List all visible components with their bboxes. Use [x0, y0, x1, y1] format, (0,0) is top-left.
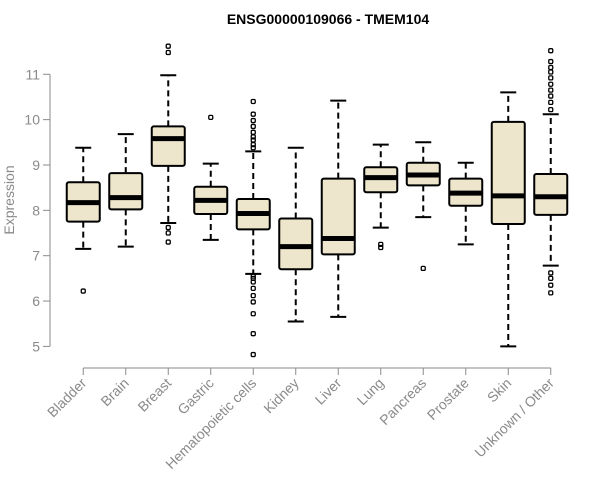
outlier-point	[250, 273, 256, 279]
box-group	[363, 143, 399, 251]
outlier-point	[250, 111, 256, 117]
outlier-point	[165, 49, 171, 56]
outlier-point	[250, 311, 256, 317]
outlier-point	[250, 351, 256, 358]
outlier-point	[548, 75, 554, 81]
outlier-point	[548, 87, 554, 93]
outlier-point	[548, 58, 554, 65]
box-iqr	[150, 125, 186, 167]
y-axis-label: Expression	[1, 165, 17, 234]
outlier-point	[250, 134, 256, 140]
outlier-point	[548, 81, 554, 87]
y-tick-label: 6	[32, 293, 40, 309]
outlier-point	[378, 241, 384, 248]
outlier-point	[548, 107, 554, 113]
x-tick-label: Lung	[354, 375, 387, 408]
y-tick-label: 9	[32, 157, 40, 173]
outlier-point	[250, 145, 256, 151]
box-group	[278, 146, 314, 323]
outlier-point	[208, 114, 214, 121]
outlier-point	[420, 265, 426, 272]
x-tick-label: Bladder	[44, 375, 90, 421]
boxes	[65, 43, 569, 358]
x-tick-label: Pancreas	[376, 375, 429, 428]
y-tick-label: 7	[32, 248, 40, 264]
box-iqr	[108, 172, 144, 211]
box-group	[150, 43, 186, 245]
outlier-point	[548, 69, 554, 75]
box-group	[235, 98, 271, 358]
box-group	[490, 91, 526, 348]
outlier-point	[548, 270, 554, 276]
outlier-point	[80, 288, 86, 294]
outlier-point	[250, 285, 256, 291]
outlier-point	[548, 64, 554, 71]
x-tick-label: Breast	[134, 375, 174, 415]
box-group	[405, 141, 441, 272]
outlier-point	[250, 129, 256, 135]
outlier-point	[250, 123, 256, 130]
outlier-point	[250, 292, 256, 299]
box-iqr	[278, 217, 314, 271]
box-iqr	[490, 120, 526, 225]
outlier-point	[548, 93, 554, 99]
outlier-point	[250, 141, 256, 148]
outlier-point	[165, 43, 171, 49]
outlier-point	[250, 117, 256, 124]
box-group	[193, 114, 229, 241]
outlier-point	[165, 224, 171, 231]
y-tick-label: 5	[32, 338, 40, 354]
box-group	[65, 146, 101, 294]
box-group	[108, 133, 144, 248]
y-tick-label: 10	[24, 112, 40, 128]
box-iqr	[320, 177, 356, 256]
outlier-point	[250, 331, 256, 337]
box-group	[448, 161, 484, 246]
outlier-point	[378, 244, 384, 251]
x-tick-label: Prostate	[424, 375, 472, 423]
outlier-point	[548, 99, 554, 106]
outlier-point	[250, 98, 256, 105]
y-tick-label: 8	[32, 202, 40, 218]
x-tick-label: Brain	[97, 375, 131, 409]
outlier-point	[165, 230, 171, 236]
x-tick-label: Liver	[312, 375, 345, 408]
box-group	[320, 99, 356, 318]
chart-title: ENSG00000109066 - TMEM104	[227, 11, 430, 27]
outlier-point	[250, 137, 256, 143]
outlier-point	[548, 290, 554, 296]
outlier-point	[548, 48, 554, 54]
outlier-point	[548, 282, 554, 288]
x-tick-label: Unknown / Other	[471, 375, 557, 461]
x-tick-label: Skin	[484, 375, 515, 406]
y-tick-label: 11	[25, 66, 40, 82]
outlier-point	[165, 239, 171, 245]
box-group	[533, 48, 569, 296]
x-tick-label: Kidney	[260, 375, 302, 417]
outlier-point	[548, 275, 554, 282]
outlier-point	[250, 299, 256, 305]
